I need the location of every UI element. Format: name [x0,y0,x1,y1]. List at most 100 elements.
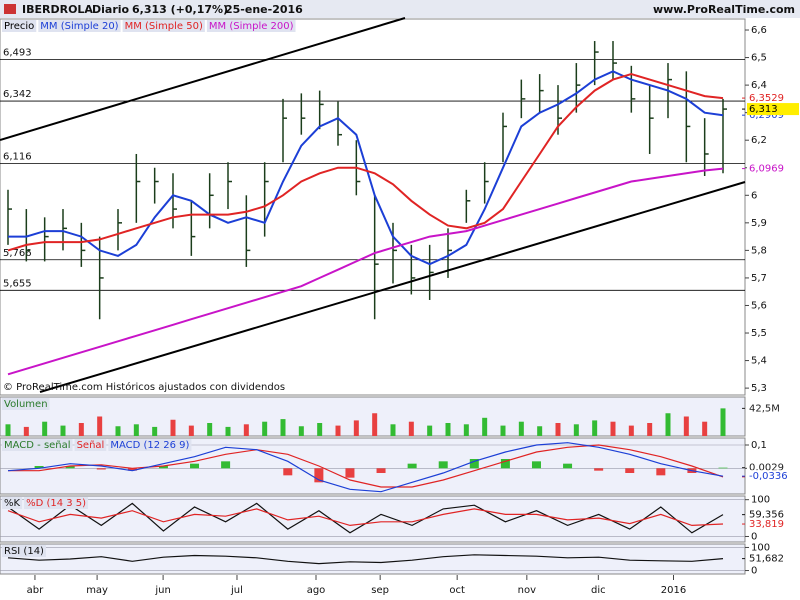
bar [647,423,653,436]
legend-entry: MACD - señal [4,440,71,451]
y-tick-label: 0 [751,566,757,577]
x-tick-label: sep [371,585,389,596]
bar [335,425,341,436]
bar [5,424,11,436]
legend-bg [2,497,23,509]
bar [563,463,573,469]
y-tick-label: 6,2 [751,135,767,146]
bar [23,426,29,436]
series-line [7,442,724,493]
level-label: 5,655 [3,278,32,289]
legend-entry: MM (Simple 50) [125,21,203,32]
last-label-bg [747,552,799,565]
bar [221,461,231,469]
legend-bg [74,439,107,451]
legend-bg [2,439,73,451]
bar [34,466,44,469]
bar [555,423,561,436]
last-label: 51,682 [749,554,784,565]
bar [225,426,231,436]
last-label-bg [747,92,799,105]
bar [42,421,48,436]
symbol: IBERDROLA [22,3,93,16]
bar [537,426,543,436]
legend-bg [108,439,192,451]
y-tick-label: 6 [751,190,757,201]
y-tick-label: 6,6 [751,25,767,36]
bar [594,468,604,471]
x-tick-label: dic [591,585,606,596]
last-label-bg [747,518,799,531]
bar [390,424,396,436]
y-tick-label: 5,8 [751,245,767,256]
bar [65,466,75,469]
bar [463,424,469,436]
bar [610,421,616,436]
date: 25-ene-2016 [225,3,303,16]
y-tick-label: 0 [751,531,757,542]
legend-entry: %K [4,498,21,509]
bar [625,468,635,473]
bar [115,426,121,436]
last-label: -0,0336 [749,471,788,482]
x-tick-label: ago [307,585,326,596]
y-tick-label: 5,3 [751,383,767,394]
last-label-bg [747,402,799,415]
y-tick-label: 100 [751,495,770,506]
bar [283,468,293,476]
legend-entry: MM (Simple 200) [209,21,294,32]
bar [78,423,84,436]
legend-bg [24,497,89,509]
y-tick-label: 6,5 [751,53,767,64]
bar [683,416,689,436]
bar [518,421,524,436]
bar [500,459,510,469]
x-tick-label: 2016 [661,585,686,596]
bar [188,425,194,436]
last-label-bg [747,470,799,483]
series-line [8,444,724,488]
last-label: 59,356 [749,510,784,521]
bar [573,424,579,436]
trend-line [0,17,406,141]
x-tick-label: jun [154,585,170,596]
y-tick-label: 5,9 [751,218,767,229]
panel [0,18,746,396]
last-label-bg [747,162,799,175]
bar [158,466,168,469]
legend-entry: Volumen [4,399,48,410]
last-label: 6,313 [749,104,778,115]
bar [427,425,433,436]
y-tick-label: 0,1 [751,440,767,451]
last-label: 0,0029 [749,463,784,474]
series-line [8,70,724,266]
site: www.ProRealTime.com [653,3,795,16]
bar [718,467,728,469]
level-label: 6,116 [3,151,32,162]
bar [127,468,137,471]
level-label: 6,493 [3,47,32,58]
bar [298,426,304,436]
bar [170,419,176,436]
last-label: 6,2909 [749,110,784,121]
bar [592,420,598,436]
x-tick-label: oct [449,585,465,596]
header-bar [0,0,800,18]
series-line [7,554,724,565]
series-line [7,167,724,376]
level-label: 5,766 [3,248,32,259]
bar [500,425,506,436]
x-tick-label: jul [230,585,243,596]
bar [133,424,139,436]
icon [4,4,16,14]
last-label: 6,0969 [749,164,784,175]
period: Diario [92,3,130,16]
x-tick-label: nov [518,585,536,596]
bar [207,423,213,436]
legend-bg [206,20,296,32]
legend-bg [2,545,46,557]
legend-entry: %D (14 3 5) [26,498,86,509]
bar [445,423,451,436]
x-tick-label: abr [27,585,44,596]
bar [190,463,200,469]
